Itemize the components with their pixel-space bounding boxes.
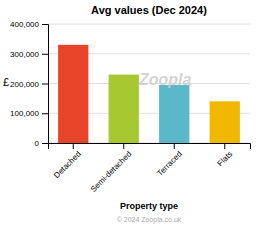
y-tick: 0 <box>35 139 48 148</box>
footer: © 2024 Zoopla.co.uk <box>117 216 182 224</box>
title: Avg values (Dec 2024) <box>91 4 207 16</box>
y-tick-mark <box>42 143 48 144</box>
y-tick: 100,000 <box>10 109 48 118</box>
y-tick-mark <box>42 113 48 114</box>
x-tick-mark <box>73 143 74 149</box>
chart: 0 100,000 200,000 300,000 400,000 DetachedSem… <box>0 0 260 225</box>
y-tick-label: 400,000 <box>10 20 39 29</box>
bar <box>58 45 88 143</box>
x-tick: Semi-detached <box>89 143 133 194</box>
x-tick: Terraced <box>155 143 183 178</box>
y-tick-label: 200,000 <box>10 80 39 89</box>
y-tick: 200,000 <box>10 80 48 89</box>
bar <box>109 75 139 143</box>
y-tick-mark <box>42 84 48 85</box>
y-axis: 0 100,000 200,000 300,000 400,000 <box>10 20 48 148</box>
watermark: Zoopla <box>138 71 192 88</box>
x-tick-mark <box>123 143 124 149</box>
y-axis-line <box>42 25 49 144</box>
x-tick: Flats <box>216 143 235 168</box>
plot: 0 100,000 200,000 300,000 400,000 DetachedSem… <box>10 20 250 194</box>
y-tick: 400,000 <box>10 20 48 29</box>
x-tick-label: Terraced <box>155 150 183 178</box>
y-tick-label: 300,000 <box>10 50 39 59</box>
y-tick-label: 100,000 <box>10 109 39 118</box>
x-tick-label: Semi-detached <box>89 150 133 194</box>
x-tick: Detached <box>52 143 83 180</box>
x-tick-mark <box>174 143 175 149</box>
grid <box>48 24 250 143</box>
x-axis-title: Property type <box>120 201 178 211</box>
x-tick-mark <box>224 143 225 149</box>
x-axis: DetachedSemi-detached Terraced Flats <box>49 143 251 194</box>
x-axis-line <box>49 144 251 150</box>
grid-line <box>48 24 250 25</box>
y-tick-mark <box>42 24 48 25</box>
x-tick-label: Detached <box>52 150 83 181</box>
y-tick-mark <box>42 54 48 55</box>
bars <box>58 45 240 143</box>
y-tick: 300,000 <box>10 50 48 59</box>
y-axis-title: £ <box>3 76 9 88</box>
bar <box>159 85 189 143</box>
y-tick-label: 0 <box>35 139 40 148</box>
x-tick-label: Flats <box>216 150 235 169</box>
bar <box>210 101 240 143</box>
